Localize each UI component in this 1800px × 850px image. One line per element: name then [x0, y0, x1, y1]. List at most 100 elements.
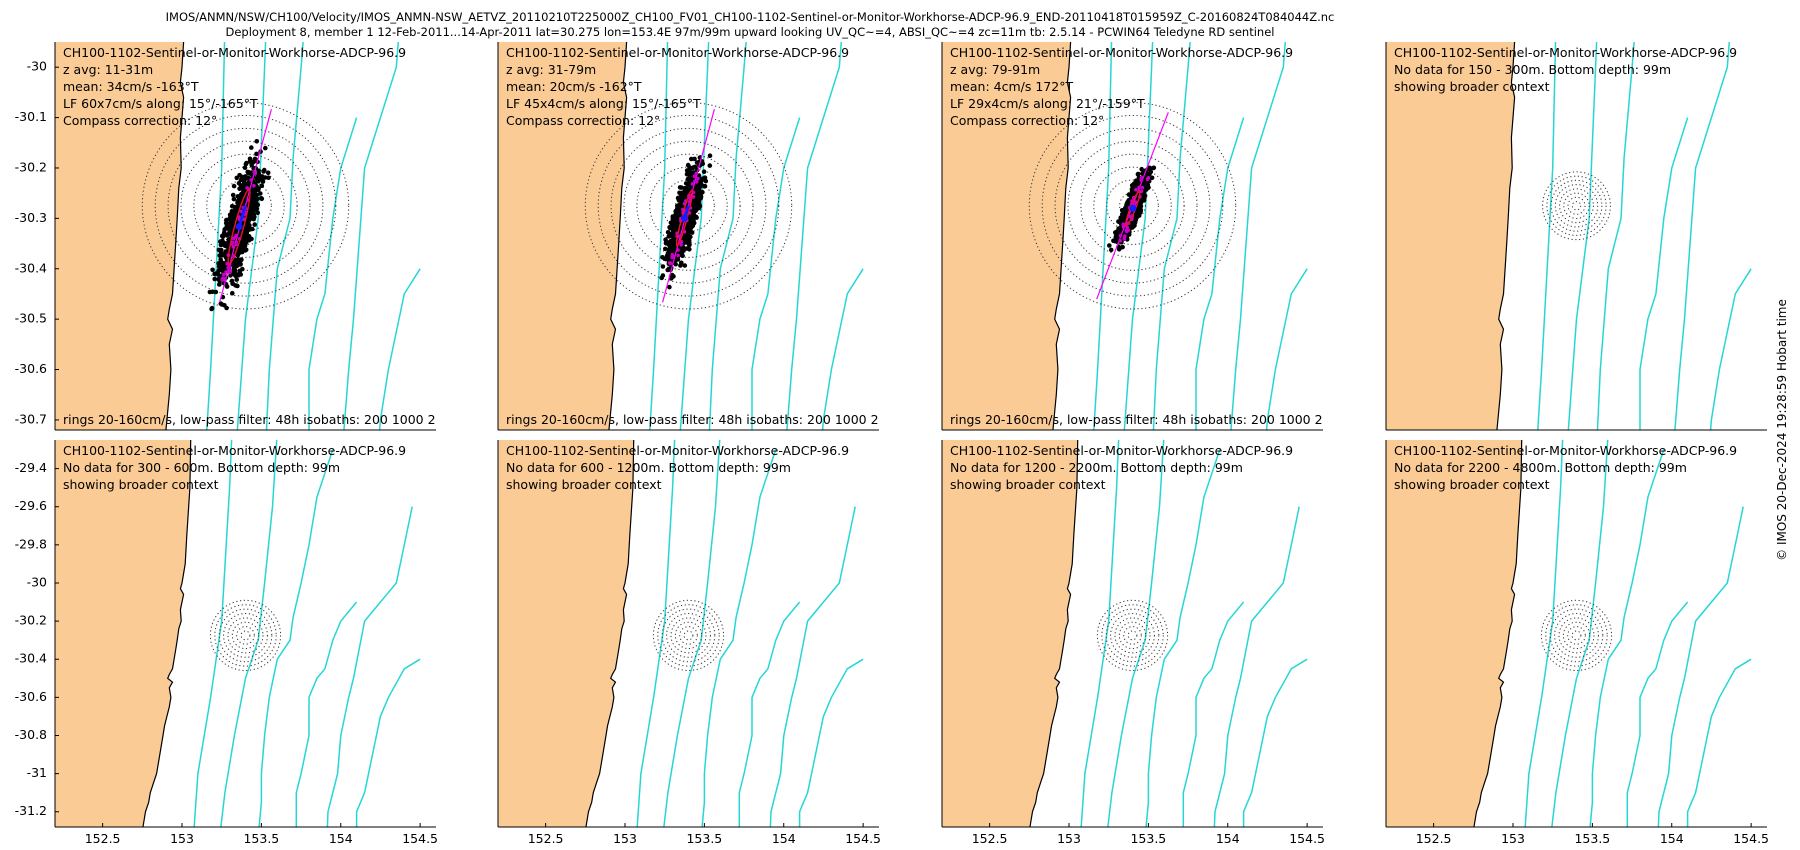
panel-bottom-2-isobath-4 [738, 601, 801, 827]
panel-top-1-velocity-point [260, 178, 266, 184]
panel-bottom-1: CH100-1102-Sentinel-or-Monitor-Workhorse… [15, 440, 438, 846]
panel-top-3-lowpass-point [1134, 188, 1138, 192]
panel-top-1-velocity-point [247, 156, 253, 162]
panel-top-1-lowpass-point [249, 178, 253, 182]
panel-bottom-1-ring-20 [240, 630, 251, 641]
panel-top-3-velocity-point [1135, 171, 1141, 177]
panel-bottom-4-ring-120 [1549, 608, 1604, 663]
panel-top-1-velocity-point [237, 257, 243, 263]
panel-bottom-4-info-line: showing broader context [1394, 477, 1550, 492]
panel-top-2-velocity-point [701, 169, 707, 174]
panel-bottom-2-ring-120 [661, 608, 716, 663]
panel-top-3-title: CH100-1102-Sentinel-or-Monitor-Workhorse… [950, 45, 1293, 60]
panel-bottom-4-isobath-1 [1524, 440, 1564, 827]
panel-top-2-velocity-point [693, 207, 699, 212]
panel-top-1-footer: rings 20-160cm/s, low-pass filter: 48h i… [63, 412, 495, 427]
panel-bottom-3-land [942, 440, 1079, 827]
panel-top-1-velocity-point [230, 192, 236, 198]
panel-bottom-2-title: CH100-1102-Sentinel-or-Monitor-Workhorse… [506, 443, 849, 458]
timestamp-text: © IMOS 20-Dec-2024 19:28:59 Hobart time [1775, 299, 1789, 561]
panel-bottom-2-xtick-label: 154 [772, 831, 796, 846]
panel-top-3-isobath-5 [1230, 42, 1287, 430]
panel-top-3-ring-80 [1080, 153, 1185, 258]
panel-top-2-lowpass-point [693, 179, 697, 184]
panel-bottom-4-xtick-label: 153.5 [1574, 831, 1610, 846]
panel-bottom-4-xtick-label: 153 [1501, 831, 1525, 846]
panel-top-2-velocity-point [687, 172, 692, 178]
panel-top-1-title: CH100-1102-Sentinel-or-Monitor-Workhorse… [63, 45, 406, 60]
panel-bottom-4-ring-160 [1540, 599, 1613, 672]
panel-bottom-3-info-line: No data for 1200 - 2200m. Bottom depth: … [950, 460, 1243, 475]
panel-top-3-velocity-point [1143, 180, 1149, 185]
panel-top-2-info-line: Compass correction: 12° [506, 113, 660, 128]
panel-top-1-lowpass-point [252, 183, 256, 188]
panel-top-2-isobath-5 [786, 42, 843, 430]
panel-bottom-1-ring-120 [218, 608, 273, 663]
panel-top-4-info-line: No data for 150 - 300m. Bottom depth: 99… [1394, 62, 1671, 77]
panel-top-2-lowpass-point [690, 182, 695, 186]
panel-top-3-isobath-2 [1123, 42, 1154, 430]
panel-top-1-velocity-point [253, 200, 259, 205]
panel-bottom-3-xtick-label: 154 [1216, 831, 1240, 846]
panel-top-1-velocity-point [243, 174, 248, 179]
panel-bottom-3-ring-60 [1118, 621, 1147, 650]
panel-bottom-1-isobath-6 [355, 658, 421, 827]
panel-top-1-velocity-point [229, 204, 235, 209]
panel-top-2-velocity-point [669, 276, 674, 281]
panel-top-1-velocity-point [266, 175, 271, 180]
panel-top-3-isobath-1 [1093, 42, 1113, 430]
panel-top-1-lowpass-point [231, 245, 236, 249]
panel-top-3-velocity-point [1147, 165, 1152, 171]
panel-top-1-velocity-point [242, 248, 248, 253]
panel-bottom-1-ytick-label: -30 [27, 574, 47, 589]
panel-top-1-velocity-point [243, 236, 248, 242]
panel-bottom-4-xtick-label: 152.5 [1416, 831, 1452, 846]
panel-top-2-velocity-point [690, 211, 696, 216]
panel-bottom-1-ytick-label: -31 [27, 765, 47, 780]
panel-bottom-1-ytick-label: -31.2 [15, 803, 47, 818]
panel-bottom-2-isobath-3 [701, 449, 777, 827]
panel-top-1-velocity-point [218, 259, 224, 264]
panel-top-3-velocity-point [1113, 236, 1119, 241]
panel-bottom-4-land [1386, 440, 1523, 827]
panel-top-3-velocity-point [1107, 243, 1112, 248]
panel-top-3-info-line: Compass correction: 12° [950, 113, 1104, 128]
panel-bottom-1-xtick-label: 152.5 [85, 831, 121, 846]
panel-bottom-3-info-line: showing broader context [950, 477, 1106, 492]
panel-bottom-2-isobath-1 [636, 440, 676, 827]
panel-top-2-velocity-point [683, 190, 689, 196]
panel-top-1-info-line: z avg: 11-31m [63, 62, 153, 77]
panel-top-1-lowpass-point [234, 233, 238, 238]
panel-top-3-ring-160 [1028, 102, 1237, 310]
panel-bottom-1-info-line: No data for 300 - 600m. Bottom depth: 99… [63, 460, 340, 475]
panel-top-3-ring-100 [1067, 140, 1198, 271]
panel-top-4-ring-160 [1542, 171, 1611, 241]
panel-bottom-4-xtick-label: 154 [1660, 831, 1684, 846]
panel-bottom-3-ring-40 [1123, 626, 1142, 645]
panel-top-1-velocity-point [242, 182, 247, 187]
panel-bottom-3-title: CH100-1102-Sentinel-or-Monitor-Workhorse… [950, 443, 1293, 458]
panel-top-4-land [1386, 42, 1516, 430]
panel-top-2-velocity-point [689, 230, 695, 235]
panel-bottom-1-ytick-label: -29.8 [15, 536, 47, 551]
panel-top-2-velocity-point [707, 163, 713, 168]
panel-top-2-velocity-point [689, 156, 694, 162]
panel-bottom-4-ring-20 [1571, 630, 1582, 641]
panel-top-1-velocity-point [218, 242, 224, 248]
panel-top-3-velocity-point [1151, 165, 1156, 171]
panel-top-1-lowpass-point [234, 242, 238, 247]
panel-top-1-velocity-point [251, 216, 256, 222]
panel-top-2-footer: rings 20-160cm/s, low-pass filter: 48h i… [506, 412, 938, 427]
panel-top-2-velocity-point [683, 181, 689, 186]
panel-bottom-1-xtick-label: 154.5 [402, 831, 438, 846]
panel-top-1-velocity-point [237, 270, 242, 275]
panel-top-1-velocity-point [252, 206, 257, 211]
panel-bottom-2-ring-40 [679, 626, 698, 645]
panel-top-2-velocity-point [698, 190, 704, 196]
panel-top-1-lowpass-point [228, 270, 232, 275]
panel-top-1-isobath-2 [236, 42, 267, 430]
panel-top-1-velocity-point [218, 301, 224, 306]
panel-top-4-title: CH100-1102-Sentinel-or-Monitor-Workhorse… [1394, 45, 1737, 60]
panel-top-4-ring-40 [1567, 196, 1586, 215]
panel-top-1-velocity-point [212, 276, 217, 282]
